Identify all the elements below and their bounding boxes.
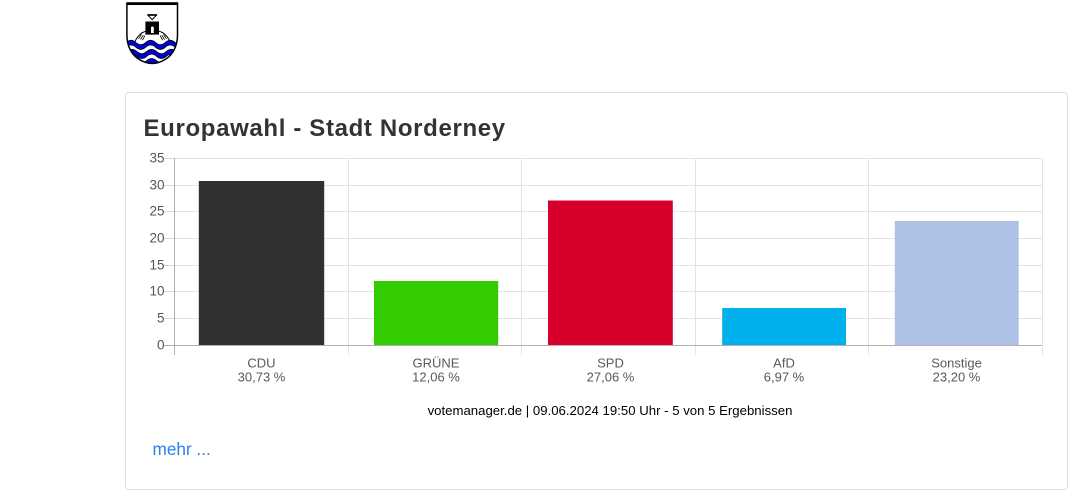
svg-text:votemanager.de | 09.06.2024 19: votemanager.de | 09.06.2024 19:50 Uhr - … [428,403,793,418]
svg-text:AfD: AfD [773,356,795,371]
svg-text:20: 20 [149,231,164,246]
svg-text:30,73 %: 30,73 % [238,370,286,385]
svg-text:Sonstige: Sonstige [931,356,982,371]
svg-text:35: 35 [149,151,164,166]
svg-text:23,20 %: 23,20 % [933,370,981,385]
svg-text:5: 5 [157,311,165,326]
svg-text:12,06 %: 12,06 % [412,370,460,385]
svg-text:6,97 %: 6,97 % [764,370,805,385]
svg-text:25: 25 [149,204,164,219]
svg-text:GRÜNE: GRÜNE [413,356,460,371]
svg-text:30: 30 [149,178,164,193]
svg-text:27,06 %: 27,06 % [587,370,635,385]
svg-text:SPD: SPD [597,356,624,371]
svg-text:CDU: CDU [247,356,275,371]
svg-text:0: 0 [157,338,165,353]
svg-text:15: 15 [149,258,164,273]
svg-text:10: 10 [149,284,164,299]
